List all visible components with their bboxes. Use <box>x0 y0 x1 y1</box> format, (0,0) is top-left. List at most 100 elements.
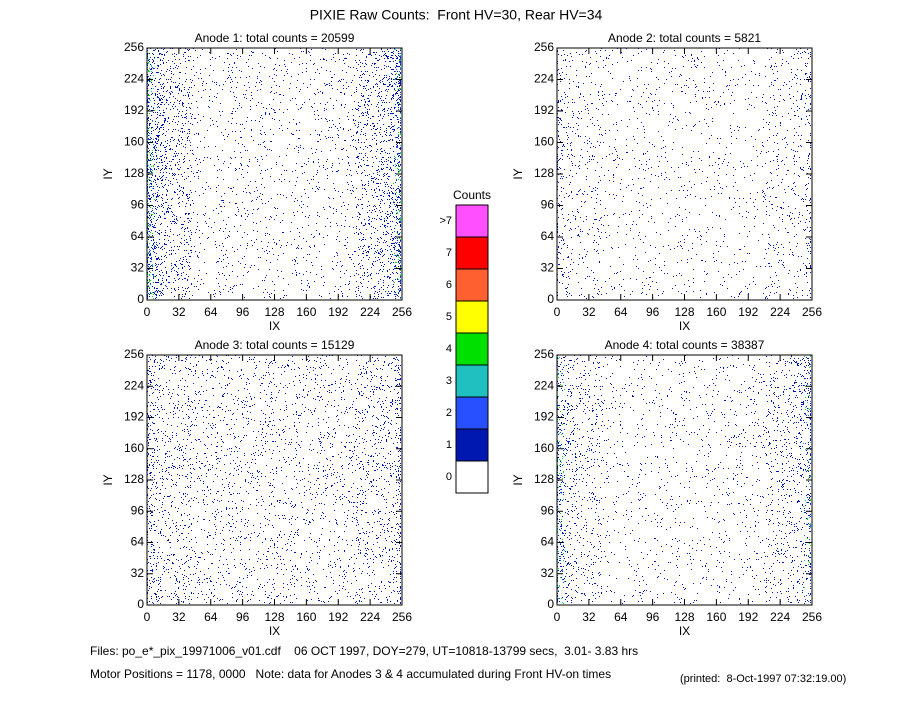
x-tick-label: 96 <box>236 610 250 624</box>
y-tick-label: 32 <box>131 261 145 275</box>
y-tick-label: 64 <box>541 229 555 243</box>
colorbar-swatch <box>455 460 489 494</box>
y-tick-label: 64 <box>541 535 555 549</box>
y-tick-label: 32 <box>541 261 555 275</box>
footer-motor: Motor Positions = 1178, 0000 Note: data … <box>90 667 611 681</box>
x-tick-label: 224 <box>360 305 380 319</box>
colorbar-title: Counts <box>453 188 491 202</box>
x-tick-label: 192 <box>328 610 348 624</box>
x-tick-label: 96 <box>646 610 660 624</box>
y-tick-label: 192 <box>124 410 144 424</box>
x-tick-label: 160 <box>296 610 316 624</box>
y-tick-label: 256 <box>534 347 554 361</box>
plot-frame <box>556 354 813 606</box>
x-tick-label: 0 <box>554 610 561 624</box>
y-tick-label: 160 <box>534 135 554 149</box>
y-tick-label: 256 <box>534 40 554 54</box>
y-tick-label: 160 <box>124 135 144 149</box>
x-tick-label: 128 <box>264 610 284 624</box>
x-tick-label: 224 <box>770 610 790 624</box>
count-texture <box>147 355 401 604</box>
count-texture-high <box>147 49 401 299</box>
colorbar-swatch <box>455 204 489 238</box>
y-tick-label: 256 <box>124 347 144 361</box>
panel-title: Anode 1: total counts = 20599 <box>195 31 355 45</box>
page-title: PIXIE Raw Counts: Front HV=30, Rear HV=3… <box>310 7 603 23</box>
x-tick-label: 224 <box>360 610 380 624</box>
y-axis-label: IY <box>101 168 115 179</box>
y-tick-label: 128 <box>124 166 144 180</box>
colorbar-label: 5 <box>446 311 452 323</box>
y-tick-label: 224 <box>534 72 554 86</box>
x-tick-label: 192 <box>738 610 758 624</box>
x-tick-label: 256 <box>802 305 822 319</box>
colorbar-swatch <box>455 268 489 302</box>
y-tick-label: 192 <box>534 410 554 424</box>
count-texture <box>557 355 811 604</box>
x-tick-label: 256 <box>802 610 822 624</box>
y-tick-label: 96 <box>131 198 145 212</box>
y-tick-label: 256 <box>124 40 144 54</box>
colorbar-label: 0 <box>446 471 452 483</box>
y-tick-label: 96 <box>541 198 555 212</box>
x-axis-label: IX <box>269 624 280 638</box>
colorbar-swatch <box>455 364 489 398</box>
colorbar-swatch <box>455 428 489 462</box>
count-texture-high <box>557 355 811 604</box>
x-tick-label: 160 <box>296 305 316 319</box>
panel-title: Anode 2: total counts = 5821 <box>608 31 761 45</box>
y-axis-label: IY <box>511 168 525 179</box>
y-tick-label: 96 <box>541 503 555 517</box>
y-axis-label: IY <box>511 474 525 485</box>
y-tick-label: 96 <box>131 503 145 517</box>
colorbar-swatch <box>455 396 489 430</box>
x-axis-label: IX <box>679 319 690 333</box>
y-tick-label: 224 <box>534 378 554 392</box>
x-tick-label: 224 <box>770 305 790 319</box>
footer-files: Files: po_e*_pix_19971006_v01.cdf 06 OCT… <box>90 644 638 658</box>
x-tick-label: 64 <box>614 305 628 319</box>
y-tick-label: 0 <box>137 597 144 611</box>
y-tick-label: 224 <box>124 72 144 86</box>
x-tick-label: 192 <box>738 305 758 319</box>
y-axis-label: IY <box>101 474 115 485</box>
x-tick-label: 32 <box>582 610 596 624</box>
count-texture <box>557 48 811 299</box>
colorbar-swatch <box>455 300 489 334</box>
x-tick-label: 160 <box>706 610 726 624</box>
colorbar-label: 6 <box>446 279 452 291</box>
y-tick-label: 128 <box>124 472 144 486</box>
x-tick-label: 128 <box>674 610 694 624</box>
colorbar-label: 2 <box>446 407 452 419</box>
y-tick-label: 0 <box>547 292 554 306</box>
y-tick-label: 0 <box>547 597 554 611</box>
x-tick-label: 32 <box>172 610 186 624</box>
count-texture <box>147 48 401 299</box>
colorbar-label: >7 <box>439 215 452 227</box>
panel-title: Anode 3: total counts = 15129 <box>195 338 355 352</box>
x-tick-label: 256 <box>392 610 412 624</box>
colorbar-label: 1 <box>446 439 452 451</box>
footer-printed: (printed: 8-Oct-1997 07:32:19.00) <box>680 673 846 685</box>
x-tick-label: 32 <box>582 305 596 319</box>
x-tick-label: 96 <box>646 305 660 319</box>
plot-frame <box>146 354 403 606</box>
x-tick-label: 128 <box>264 305 284 319</box>
colorbar-label: 4 <box>446 343 452 355</box>
count-texture-high <box>557 356 811 603</box>
x-axis-label: IX <box>269 319 280 333</box>
x-axis-label: IX <box>679 624 690 638</box>
y-tick-label: 32 <box>541 566 555 580</box>
panel-title: Anode 4: total counts = 38387 <box>605 338 765 352</box>
colorbar-swatch <box>455 332 489 366</box>
y-tick-label: 32 <box>131 566 145 580</box>
x-tick-label: 0 <box>144 305 151 319</box>
count-texture-high <box>557 357 811 603</box>
y-tick-label: 160 <box>534 441 554 455</box>
y-tick-label: 192 <box>124 103 144 117</box>
colorbar-label: 3 <box>446 375 452 387</box>
y-tick-label: 0 <box>137 292 144 306</box>
y-tick-label: 128 <box>534 472 554 486</box>
x-tick-label: 0 <box>554 305 561 319</box>
